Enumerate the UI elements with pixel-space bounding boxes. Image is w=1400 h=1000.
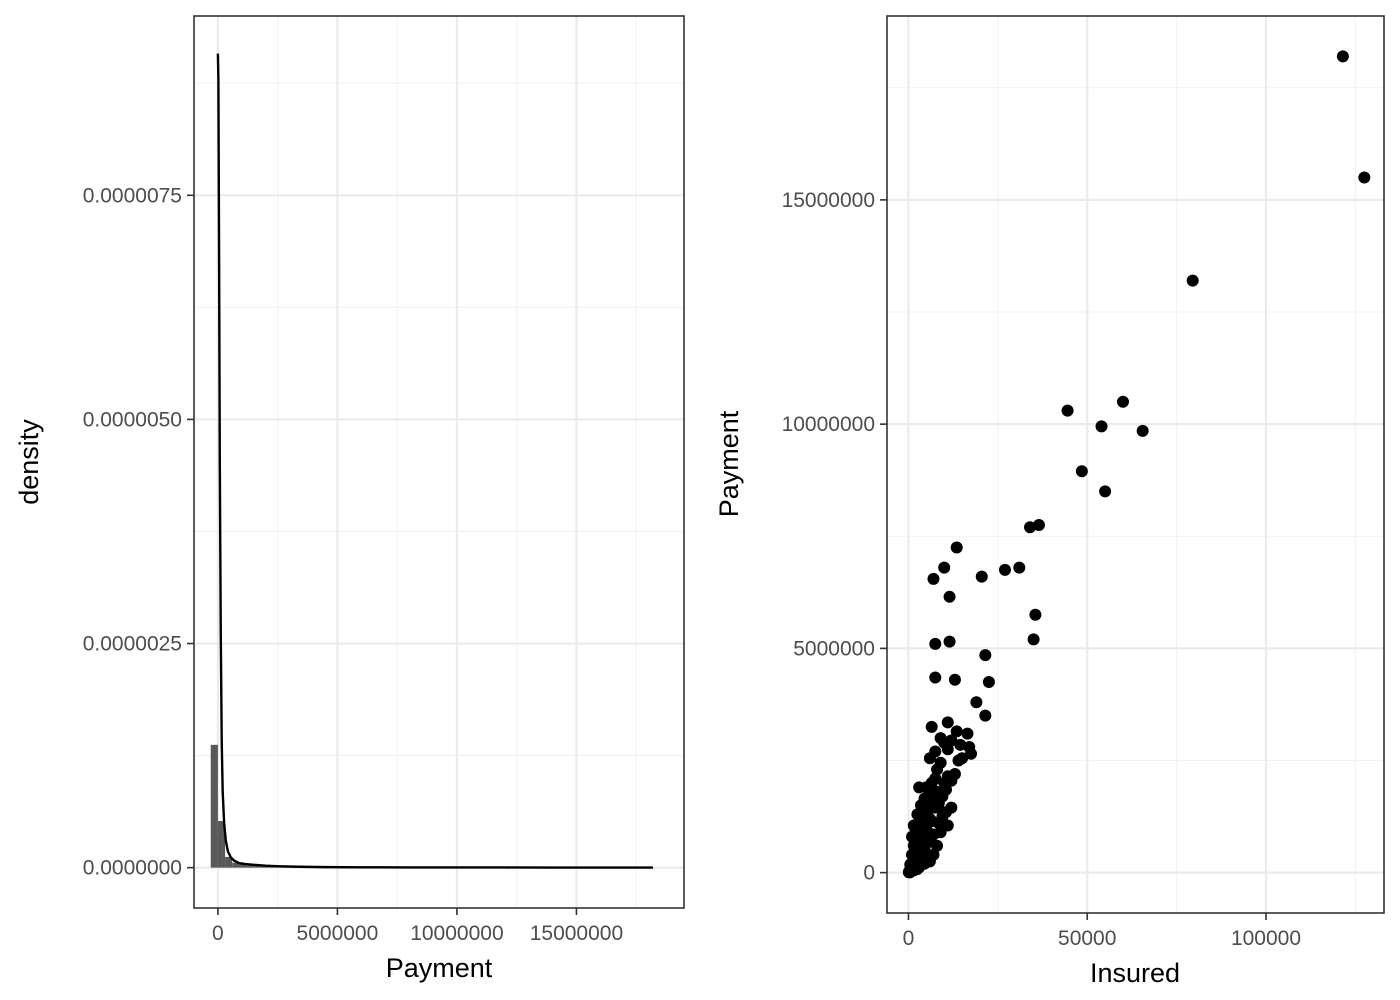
scatter-point: [970, 696, 983, 709]
scatter-x-axis-title: Insured: [1090, 958, 1180, 988]
histogram-x-ticks: 0 5000000 10000000 15000000: [212, 908, 623, 945]
scatter-points: [902, 50, 1371, 879]
scatter-point: [913, 781, 926, 794]
scatter-point: [1061, 404, 1074, 417]
scatter-point: [1032, 519, 1045, 532]
scatter-point: [1095, 420, 1108, 433]
histogram-x-tick-label: 0: [212, 922, 224, 945]
scatter-point: [979, 709, 992, 722]
scatter-y-axis-title: Payment: [714, 410, 744, 517]
scatter-y-tick-label: 0: [863, 862, 875, 885]
histogram-y-ticks: 0.0000000 0.0000025 0.0000050 0.0000075: [83, 184, 194, 880]
histogram-bar: [239, 864, 247, 868]
histogram-x-tick-label: 10000000: [410, 922, 503, 945]
scatter-point: [1358, 171, 1371, 184]
histogram-bar: [253, 865, 261, 868]
scatter-point: [925, 815, 938, 828]
scatter-point: [916, 848, 929, 861]
density-curve: [216, 53, 653, 869]
histogram-y-axis-title: density: [14, 419, 44, 505]
histogram-bar: [210, 744, 218, 868]
scatter-point: [914, 819, 927, 832]
scatter-x-tick-label: 100000: [1231, 927, 1301, 950]
scatter-grid: [887, 16, 1384, 913]
scatter-point: [920, 837, 933, 850]
histogram-bar: [260, 866, 269, 868]
scatter-point: [945, 801, 958, 814]
scatter-panel-border: [886, 15, 1385, 914]
scatter-point: [938, 561, 951, 574]
scatter-point: [1186, 274, 1199, 287]
scatter-point: [929, 671, 942, 684]
histogram-bar: [232, 862, 240, 868]
scatter-point: [979, 649, 992, 662]
scatter-point: [1029, 608, 1042, 621]
scatter-point: [1099, 485, 1112, 498]
histogram-y-tick-label: 0.0000000: [83, 857, 182, 880]
scatter-point: [956, 752, 969, 765]
scatter-point: [982, 676, 995, 689]
scatter-point: [929, 772, 942, 785]
scatter-point: [923, 788, 936, 801]
histogram-bar: [225, 856, 233, 868]
scatter-point: [923, 752, 936, 765]
histogram-panel-background: [194, 16, 684, 908]
scatter-point: [950, 541, 963, 554]
scatter-point: [1136, 424, 1149, 437]
scatter-y-tick-label: 10000000: [782, 413, 875, 436]
scatter-point: [943, 590, 956, 603]
histogram-x-tick-label: 15000000: [530, 922, 623, 945]
scatter-point: [965, 747, 978, 760]
scatter-point: [1075, 465, 1088, 478]
scatter-panel: 0 50000 100000 0 5000000 10000000 15000000 In…: [714, 15, 1385, 988]
scatter-point: [936, 810, 949, 823]
scatter-point: [925, 720, 938, 733]
scatter-point: [927, 572, 940, 585]
scatter-y-tick-label: 15000000: [782, 189, 875, 212]
scatter-point: [975, 570, 988, 583]
histogram-y-tick-label: 0.0000025: [83, 633, 182, 656]
scatter-point: [939, 783, 952, 796]
scatter-point: [932, 797, 945, 810]
histogram-y-tick-label: 0.0000075: [83, 184, 182, 207]
scatter-point: [943, 635, 956, 648]
scatter-point: [941, 743, 954, 756]
scatter-point: [1027, 633, 1040, 646]
scatter-point: [1116, 395, 1129, 408]
scatter-point: [911, 863, 924, 876]
scatter-x-tick-label: 0: [903, 927, 915, 950]
scatter-point: [961, 727, 974, 740]
scatter-point: [1336, 50, 1349, 63]
scatter-point: [931, 763, 944, 776]
scatter-point: [998, 563, 1011, 576]
histogram-bar: [246, 865, 254, 868]
scatter-y-ticks: 0 5000000 10000000 15000000: [782, 189, 887, 885]
histogram-panel: 0 5000000 10000000 15000000 0.00000000.0000…: [14, 15, 685, 983]
scatter-point: [934, 826, 947, 839]
scatter-point: [941, 716, 954, 729]
scatter-x-ticks: 0 50000 100000: [903, 913, 1301, 950]
scatter-x-tick-label: 50000: [1058, 927, 1116, 950]
scatter-point: [948, 673, 961, 686]
histogram-y-tick-label: 0.0000050: [83, 408, 182, 431]
scatter-y-tick-label: 5000000: [793, 637, 875, 660]
scatter-point: [950, 725, 963, 738]
scatter-point: [948, 767, 961, 780]
histogram-x-tick-label: 5000000: [297, 922, 379, 945]
scatter-point: [1013, 561, 1026, 574]
histogram-panel-border: [193, 15, 685, 909]
scatter-panel-background: [887, 16, 1384, 913]
histogram-x-axis-title: Payment: [386, 953, 493, 983]
histogram-bar: [217, 821, 226, 868]
scatter-point: [929, 637, 942, 650]
